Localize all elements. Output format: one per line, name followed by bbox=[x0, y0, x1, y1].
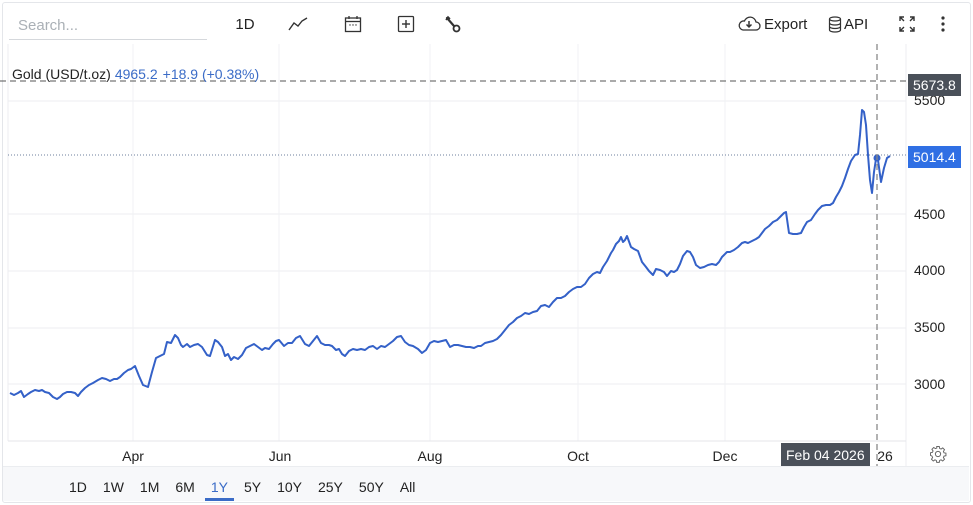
range-selector: 1D 1W 1M 6M 1Y 5Y 10Y 25Y 50Y All bbox=[61, 472, 423, 501]
y-tick-3500: 3500 bbox=[914, 319, 946, 335]
y-tick-5500: 5500 bbox=[914, 92, 946, 108]
range-5y[interactable]: 5Y bbox=[243, 479, 262, 495]
cloud-download-icon bbox=[738, 16, 761, 31]
range-1y[interactable]: 1Y bbox=[203, 472, 236, 501]
series-change: +18.9 (+0.38%) bbox=[162, 66, 260, 82]
crosshair-price-tag: 5673.8 bbox=[908, 74, 961, 96]
api-button[interactable]: API bbox=[828, 12, 874, 36]
range-bar bbox=[3, 466, 969, 501]
more-menu-button[interactable] bbox=[934, 12, 952, 36]
export-button[interactable]: Export bbox=[737, 12, 809, 36]
line-chart-icon bbox=[288, 17, 308, 31]
compare-button[interactable] bbox=[395, 12, 417, 36]
y-tick-4500: 4500 bbox=[914, 206, 946, 222]
interval-button[interactable]: 1D bbox=[232, 12, 258, 36]
last-price-tag: 5014.4 bbox=[908, 146, 961, 168]
series-name: Gold (USD/t.oz) bbox=[12, 66, 111, 82]
search-box[interactable] bbox=[9, 12, 208, 40]
wrench-icon bbox=[445, 15, 461, 33]
series-value: 4965.2 bbox=[114, 66, 158, 82]
y-tick-3000: 3000 bbox=[914, 376, 946, 392]
x-tick-aug: Aug bbox=[417, 448, 443, 464]
interval-label: 1D bbox=[235, 15, 255, 33]
chart-type-button[interactable] bbox=[286, 12, 310, 36]
x-tick-dec: Dec bbox=[712, 448, 738, 464]
add-box-icon bbox=[397, 15, 415, 33]
range-1w[interactable]: 1W bbox=[102, 479, 124, 495]
x-tick-apr: Apr bbox=[122, 448, 144, 464]
search-input[interactable] bbox=[9, 12, 208, 38]
series-legend: Gold (USD/t.oz) 4965.2 +18.9 (+0.38%) bbox=[12, 66, 259, 82]
range-all[interactable]: All bbox=[399, 479, 416, 495]
api-label: API bbox=[844, 15, 869, 33]
export-label: Export bbox=[764, 15, 808, 33]
range-1d[interactable]: 1D bbox=[69, 479, 87, 495]
x-tick-jun: Jun bbox=[268, 448, 292, 464]
range-1m[interactable]: 1M bbox=[139, 479, 160, 495]
x-tick-2026: 26 bbox=[877, 448, 893, 464]
settings-tools-button[interactable] bbox=[442, 12, 464, 36]
crosshair-date-tag: Feb 04 2026 bbox=[781, 443, 870, 467]
x-tick-oct: Oct bbox=[567, 448, 589, 464]
range-50y[interactable]: 50Y bbox=[358, 479, 384, 495]
chart-settings-button[interactable] bbox=[929, 445, 947, 463]
expand-icon bbox=[899, 16, 915, 32]
more-vertical-icon bbox=[941, 16, 945, 32]
calendar-icon bbox=[344, 16, 362, 33]
y-tick-4000: 4000 bbox=[914, 262, 946, 278]
range-25y[interactable]: 25Y bbox=[317, 479, 343, 495]
range-10y[interactable]: 10Y bbox=[277, 479, 302, 495]
fullscreen-button[interactable] bbox=[896, 12, 918, 36]
database-icon bbox=[828, 15, 842, 33]
gear-icon bbox=[930, 446, 947, 463]
date-range-button[interactable] bbox=[342, 12, 364, 36]
range-6m[interactable]: 6M bbox=[175, 479, 195, 495]
